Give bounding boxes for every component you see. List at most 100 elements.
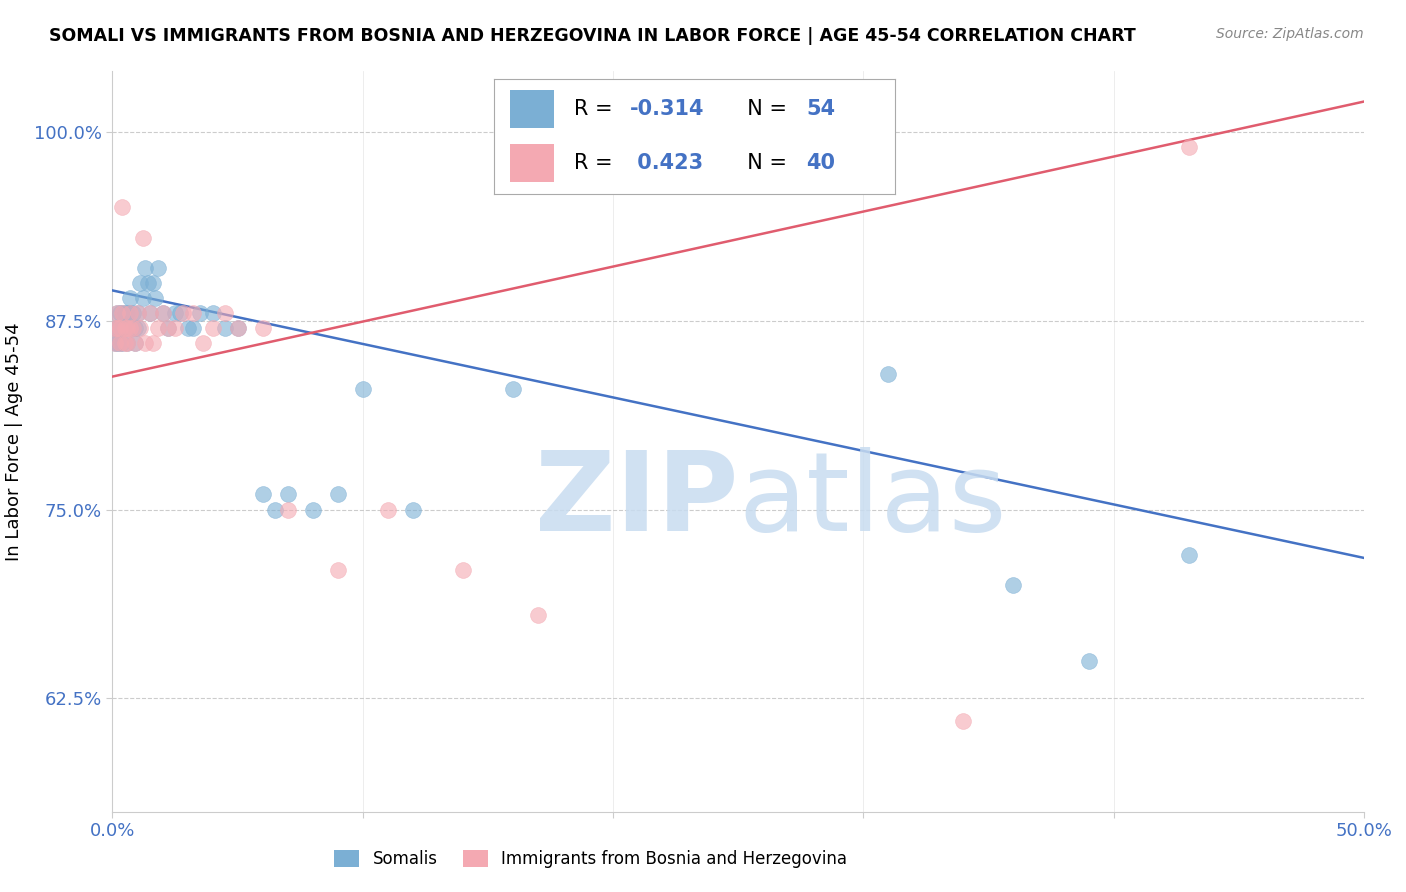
Point	[117, 336, 139, 351]
Point	[131, 230, 153, 244]
Point	[377, 502, 399, 516]
Point	[301, 502, 323, 516]
Point	[107, 321, 129, 335]
Point	[214, 321, 236, 335]
Point	[107, 336, 129, 351]
Point	[152, 306, 174, 320]
Point	[143, 291, 166, 305]
Point	[114, 306, 136, 320]
Point	[176, 321, 198, 335]
Point	[127, 306, 149, 320]
Point	[214, 306, 236, 320]
Point	[118, 291, 141, 305]
Point	[114, 321, 136, 335]
Point	[118, 306, 141, 320]
Y-axis label: In Labor Force | Age 45-54: In Labor Force | Age 45-54	[6, 322, 22, 561]
Point	[352, 382, 374, 396]
Point	[264, 502, 287, 516]
Point	[156, 321, 179, 335]
Point	[141, 276, 163, 290]
Point	[326, 563, 349, 577]
Point	[181, 306, 204, 320]
Point	[139, 306, 162, 320]
Point	[952, 714, 974, 728]
Point	[172, 306, 194, 320]
Point	[127, 321, 149, 335]
Point	[226, 321, 249, 335]
Point	[131, 291, 153, 305]
Point	[124, 336, 146, 351]
Point	[108, 321, 131, 335]
Point	[114, 321, 136, 335]
Point	[121, 321, 143, 335]
Point	[139, 306, 162, 320]
Point	[121, 321, 143, 335]
Point	[201, 306, 224, 320]
Point	[108, 306, 131, 320]
Point	[104, 321, 127, 335]
Point	[117, 321, 139, 335]
Point	[104, 336, 127, 351]
Point	[108, 336, 131, 351]
Point	[277, 502, 299, 516]
Point	[163, 306, 186, 320]
Point	[136, 276, 159, 290]
Legend: Somalis, Immigrants from Bosnia and Herzegovina: Somalis, Immigrants from Bosnia and Herz…	[328, 843, 853, 875]
Point	[118, 321, 141, 335]
Point	[129, 276, 152, 290]
Point	[111, 336, 134, 351]
Point	[117, 306, 139, 320]
Point	[108, 321, 131, 335]
Point	[451, 563, 474, 577]
Text: atlas: atlas	[738, 447, 1007, 554]
Point	[146, 321, 169, 335]
Point	[252, 321, 274, 335]
Point	[114, 336, 136, 351]
Text: ZIP: ZIP	[534, 447, 738, 554]
Point	[111, 321, 134, 335]
Point	[134, 260, 156, 275]
Point	[402, 502, 425, 516]
Point	[104, 321, 127, 335]
Point	[181, 321, 204, 335]
Point	[1177, 140, 1199, 154]
Point	[104, 336, 127, 351]
Point	[146, 260, 169, 275]
Point	[124, 336, 146, 351]
Point	[134, 336, 156, 351]
Point	[117, 321, 139, 335]
Point	[141, 336, 163, 351]
Point	[111, 200, 134, 214]
Point	[121, 306, 143, 320]
Text: Source: ZipAtlas.com: Source: ZipAtlas.com	[1216, 27, 1364, 41]
Point	[118, 306, 141, 320]
Point	[152, 306, 174, 320]
Point	[129, 321, 152, 335]
Point	[1177, 548, 1199, 562]
Point	[188, 306, 211, 320]
Point	[201, 321, 224, 335]
Point	[163, 321, 186, 335]
Point	[107, 306, 129, 320]
Text: SOMALI VS IMMIGRANTS FROM BOSNIA AND HERZEGOVINA IN LABOR FORCE | AGE 45-54 CORR: SOMALI VS IMMIGRANTS FROM BOSNIA AND HER…	[49, 27, 1136, 45]
Point	[127, 306, 149, 320]
Point	[191, 336, 214, 351]
Point	[226, 321, 249, 335]
Point	[502, 382, 524, 396]
Point	[527, 608, 550, 623]
Point	[1077, 654, 1099, 668]
Point	[252, 487, 274, 501]
Point	[156, 321, 179, 335]
Point	[107, 306, 129, 320]
Point	[326, 487, 349, 501]
Point	[111, 306, 134, 320]
Point	[108, 336, 131, 351]
Point	[107, 321, 129, 335]
Point	[111, 306, 134, 320]
Point	[169, 306, 191, 320]
Point	[124, 321, 146, 335]
Point	[117, 336, 139, 351]
Point	[1002, 578, 1025, 592]
Point	[877, 367, 900, 381]
Point	[277, 487, 299, 501]
